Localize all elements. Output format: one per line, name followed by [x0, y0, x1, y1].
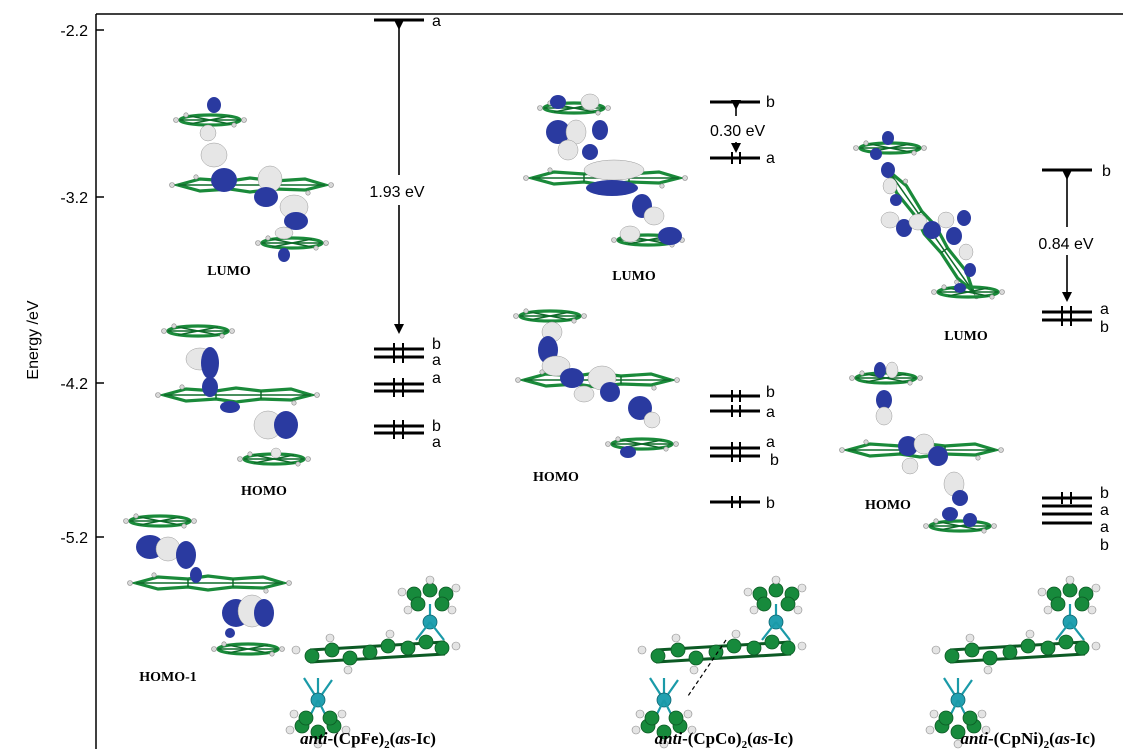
energy-level-pair [710, 496, 760, 508]
symmetry-label: a [1100, 502, 1109, 519]
symmetry-label: b [1100, 485, 1109, 502]
ni-energy-levels [1040, 168, 1096, 525]
fe-ball-and-stick-model [284, 574, 462, 749]
fe-gap-label: 1.93 eV [369, 184, 424, 201]
ni-complex-title: anti-(CpNi)2(as-Ic) [961, 729, 1096, 749]
symmetry-label: a [432, 434, 441, 451]
ni-ball-and-stick-model [924, 574, 1102, 749]
symmetry-label: b [766, 384, 775, 401]
y-tick-label: -2.2 [60, 23, 88, 40]
gap-label-bg [1040, 227, 1096, 255]
fe-homo-orbital [153, 322, 322, 468]
orbital-label: HOMO [865, 498, 911, 513]
orbital-label: LUMO [207, 264, 251, 279]
symmetry-label: b [432, 418, 441, 435]
fe-lumo-orbital [167, 97, 336, 262]
symmetry-label: b [766, 495, 775, 512]
plot-frame [95, 13, 1123, 749]
symmetry-label: a [1100, 519, 1109, 536]
symmetry-label: a [766, 404, 775, 421]
y-tick-label: -3.2 [60, 190, 88, 207]
orbital-label: HOMO-1 [139, 670, 197, 685]
gap-label-bg [374, 175, 426, 205]
co-homo-orbital [511, 307, 682, 458]
fe-energy-levels [374, 18, 426, 439]
symmetry-label: b [1102, 163, 1111, 180]
co-ball-and-stick-model [630, 574, 808, 749]
energy-level-pair [710, 390, 760, 402]
y-axis-label: Energy /eV [25, 300, 42, 379]
symmetry-label: a [432, 352, 441, 369]
symmetry-label: b [1100, 537, 1109, 554]
symmetry-label: a [432, 370, 441, 387]
symmetry-label: a [766, 434, 775, 451]
orbital-label: LUMO [944, 329, 988, 344]
orbital-label: LUMO [612, 269, 656, 284]
symmetry-label: b [432, 336, 441, 353]
symmetry-label: b [1100, 319, 1109, 336]
y-tick-label: -4.2 [60, 376, 88, 393]
symmetry-label: a [432, 13, 441, 30]
co-lumo-orbital [521, 93, 690, 249]
energy-level-pair [374, 343, 424, 363]
orbital-label: HOMO [241, 484, 287, 499]
ni-gap-label: 0.84 eV [1038, 236, 1093, 253]
energy-level-pair [374, 378, 424, 397]
energy-level-pair [710, 405, 760, 417]
co-complex-title: anti-(CpCo)2(as-Ic) [655, 729, 794, 749]
energy-level-pair [374, 420, 424, 439]
y-tick-label: -5.2 [60, 530, 88, 547]
ni-lumo-orbital [851, 131, 1007, 306]
orbital-label: HOMO [533, 470, 579, 485]
co-energy-levels [710, 100, 760, 508]
symmetry-label: b [766, 94, 775, 111]
fe-complex-title: anti-(CpFe)2(as-Ic) [300, 729, 436, 749]
energy-level-pair [710, 442, 760, 462]
co-gap-label: 0.30 eV [710, 123, 765, 140]
energy-level-quad [1042, 492, 1092, 525]
energy-level-pair [1042, 306, 1092, 326]
fe-homo-1-orbital [121, 512, 294, 658]
symmetry-label: b [770, 452, 779, 469]
ni-homo-orbital [837, 361, 1006, 535]
symmetry-label: a [1100, 301, 1109, 318]
symmetry-label: a [766, 150, 775, 167]
